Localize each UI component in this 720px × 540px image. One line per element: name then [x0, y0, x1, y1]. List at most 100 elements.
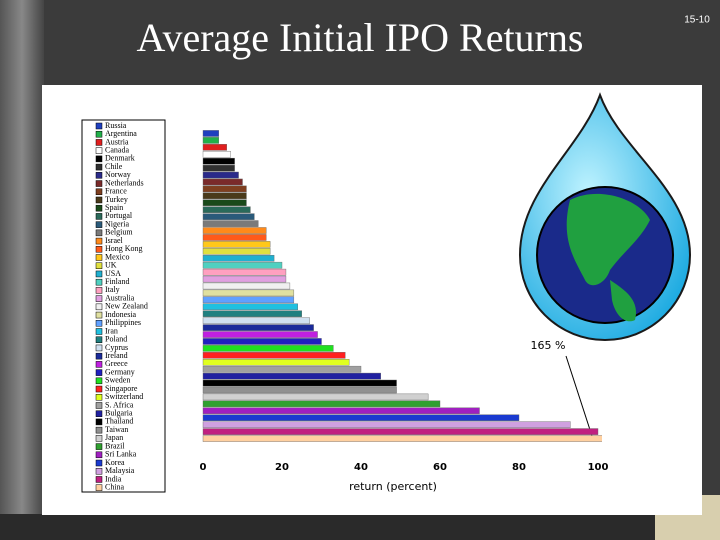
- legend-label: Canada: [105, 145, 129, 154]
- bar: [202, 435, 602, 442]
- legend-swatch: [95, 262, 103, 269]
- legend-swatch: [95, 163, 103, 171]
- bar: [202, 261, 283, 269]
- legend-label: Ireland: [105, 351, 128, 360]
- legend-swatch: [95, 377, 103, 385]
- legend-swatch: [95, 476, 103, 483]
- legend-label: Argentina: [105, 129, 137, 138]
- legend-swatch: [95, 229, 103, 237]
- legend-swatch: [95, 484, 103, 491]
- bar: [202, 137, 220, 144]
- bar: [202, 130, 220, 137]
- legend-swatch: [95, 402, 103, 409]
- legend-swatch: [95, 295, 103, 302]
- legend-swatch: [95, 459, 103, 467]
- legend-swatch: [95, 394, 103, 401]
- bar: [202, 275, 287, 283]
- legend-label: Japan: [105, 433, 123, 442]
- legend-swatch: [95, 246, 103, 253]
- legend-label: S. Africa: [105, 400, 134, 409]
- continent: [610, 280, 636, 322]
- legend-swatch: [95, 130, 103, 138]
- bar: [202, 379, 397, 387]
- bar: [202, 164, 235, 172]
- legend-label: Bulgaria: [105, 409, 133, 418]
- legend-label: Italy: [105, 285, 120, 294]
- legend-swatch: [95, 254, 103, 261]
- legend-swatch: [95, 361, 103, 368]
- legend-swatch: [95, 320, 103, 327]
- legend-swatch: [95, 147, 103, 154]
- legend-label: USA: [105, 269, 121, 278]
- legend-label: Chile: [105, 162, 123, 171]
- bar: [202, 199, 247, 207]
- legend-label: Sri Lanka: [105, 450, 137, 459]
- legend-label: Hong Kong: [105, 244, 143, 253]
- legend-label: Australia: [105, 293, 135, 302]
- x-axis-label: return (percent): [349, 480, 437, 493]
- legend-label: Belgium: [105, 228, 133, 237]
- legend-swatch: [95, 385, 103, 393]
- legend-swatch: [95, 443, 103, 450]
- legend-swatch: [95, 369, 103, 376]
- footer-bar: [0, 514, 720, 540]
- slide-title: Average Initial IPO Returns: [137, 15, 584, 60]
- bar: [202, 428, 599, 435]
- legend-swatch: [95, 172, 103, 179]
- legend-swatch: [95, 336, 103, 343]
- bar: [202, 150, 231, 158]
- legend-swatch: [95, 435, 103, 442]
- legend-swatch: [95, 328, 103, 335]
- legend-swatch: [95, 270, 103, 278]
- legend-label: New Zealand: [105, 302, 148, 311]
- legend-label: Finland: [105, 277, 129, 286]
- bar: [202, 282, 291, 290]
- bar: [202, 331, 318, 338]
- legend-swatch: [95, 213, 103, 220]
- annotation: 165 %: [531, 339, 566, 352]
- legend-swatch: [95, 418, 103, 426]
- bar: [202, 359, 350, 366]
- legend-label: Switzerland: [105, 392, 143, 401]
- legend-label: France: [105, 187, 127, 196]
- bar: [202, 220, 259, 227]
- bar: [202, 296, 295, 304]
- x-tick-label: 60: [433, 462, 447, 473]
- legend-label: Indonesia: [105, 310, 137, 319]
- legend-label: Austria: [105, 137, 129, 146]
- bar: [202, 372, 381, 380]
- legend-swatch: [95, 180, 103, 187]
- legend-label: Korea: [105, 458, 125, 467]
- legend-swatch: [95, 188, 103, 196]
- legend-label: Portugal: [105, 211, 133, 220]
- legend-label: UK: [105, 261, 117, 270]
- bar: [202, 268, 287, 276]
- legend-swatch: [95, 139, 103, 146]
- legend-label: China: [105, 483, 125, 492]
- legend-swatch: [95, 204, 103, 212]
- bar: [202, 178, 243, 186]
- bar: [202, 407, 480, 415]
- bar: [202, 414, 520, 421]
- legend-label: Poland: [105, 335, 127, 344]
- plot: [202, 130, 602, 442]
- legend-label: Iran: [105, 326, 118, 335]
- legend-label: Malaysia: [105, 466, 135, 475]
- legend-label: Singapore: [105, 384, 138, 393]
- legend-swatch: [95, 303, 103, 311]
- legend-label: Germany: [105, 367, 135, 376]
- legend-label: Norway: [105, 170, 131, 179]
- legend-label: Greece: [105, 359, 128, 368]
- bar: [202, 386, 397, 394]
- legend-label: Nigeria: [105, 219, 129, 228]
- legend-label: Philippines: [105, 318, 141, 327]
- legend-label: Brazil: [105, 441, 125, 450]
- legend-label: India: [105, 474, 122, 483]
- legend-swatch: [95, 237, 103, 245]
- annotation-line: [565, 355, 593, 437]
- legend-label: Thailand: [105, 417, 133, 426]
- legend-label: Spain: [105, 203, 123, 212]
- side-stripe: [0, 0, 44, 540]
- legend-swatch: [95, 344, 103, 352]
